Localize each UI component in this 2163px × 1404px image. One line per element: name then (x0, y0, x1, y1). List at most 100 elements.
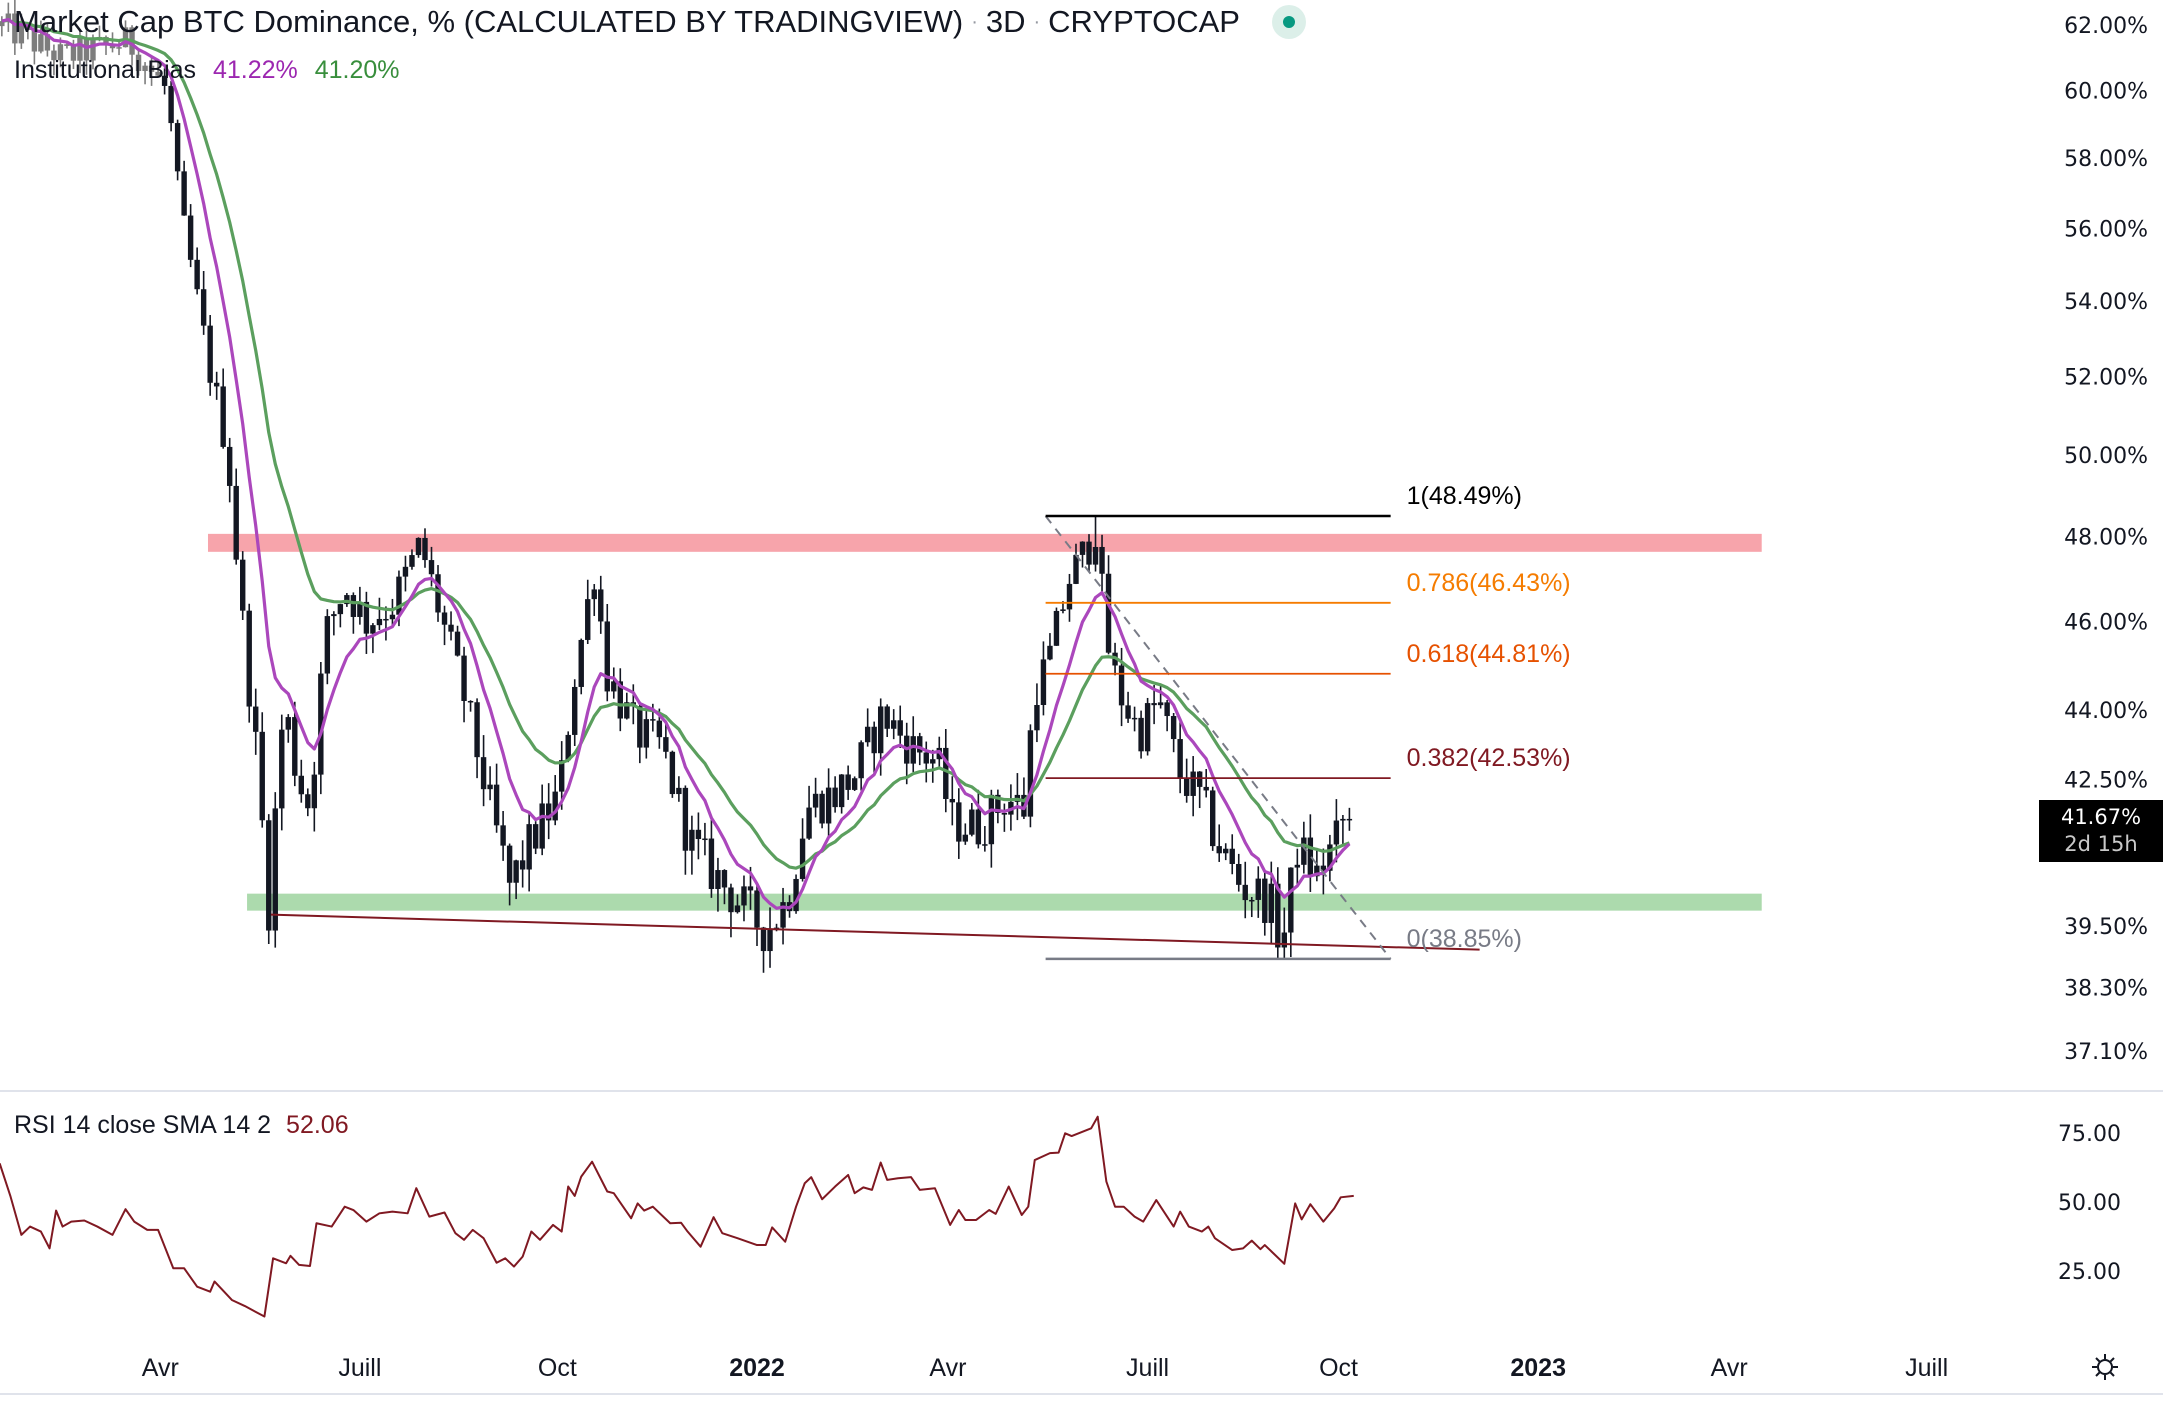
candle (266, 814, 272, 944)
candle-body (624, 702, 630, 719)
candle (493, 763, 500, 833)
candle-body (643, 719, 650, 748)
candle-body (806, 807, 812, 839)
candle (213, 371, 220, 400)
time-axis[interactable]: Avr Juill Oct 2022 Avr Juill Oct 2023 Avr Juill (142, 1354, 1948, 1382)
candle-body (812, 793, 819, 808)
candle-body (1183, 778, 1190, 796)
candle (591, 584, 597, 616)
candle-body (1060, 609, 1066, 611)
candle-body (506, 845, 513, 883)
candle-body (500, 825, 506, 846)
resistance-zone (207, 533, 1762, 552)
candle-body (311, 774, 318, 809)
candle-body (357, 601, 363, 617)
rsi-axis[interactable]: 75.00 50.00 25.00 (2058, 1122, 2121, 1285)
fib-trend-dashed-line[interactable] (1044, 515, 1392, 960)
candle-body (1047, 645, 1053, 660)
candle-body (12, 13, 18, 44)
time-tick-label: Oct (538, 1354, 577, 1382)
fib-level-label: 0.786(46.43%) (1407, 569, 1571, 597)
candle (1242, 861, 1248, 919)
candle-body (1229, 848, 1235, 864)
market-status-icon[interactable] (1271, 5, 1306, 39)
candle-body (1073, 554, 1079, 584)
candle-body (240, 559, 246, 611)
candle-body (0, 21, 5, 27)
candle-body (1346, 818, 1353, 821)
candle-body (669, 751, 676, 795)
candle-body (695, 829, 702, 840)
candle (1190, 756, 1196, 817)
candle (1340, 814, 1346, 845)
drawings-layer[interactable]: 1(48.49%) 0.786(46.43%) 0.618(44.81%) 0.382… (270, 482, 1571, 961)
settings-gear-icon[interactable] (2090, 1352, 2120, 1382)
candle (1216, 824, 1222, 862)
candle-body (1138, 717, 1144, 752)
rsi-legend[interactable]: RSI 14 close SMA 14 2 52.06 (14, 1111, 349, 1140)
symbol-title[interactable]: Market Cap BTC Dominance, % (CALCULATED … (14, 4, 964, 39)
indicator-name[interactable]: Institutional Bias (14, 56, 197, 84)
candle (415, 537, 422, 558)
candle (148, 56, 155, 86)
candle (715, 857, 721, 912)
candle (31, 26, 38, 65)
candle (253, 688, 259, 755)
exchange-label[interactable]: CRYPTOCAP (1048, 4, 1240, 39)
candle-body (910, 736, 916, 764)
candle-body (272, 808, 278, 931)
candle-body (474, 702, 480, 758)
indicator-legend[interactable]: Institutional Bias 41.22% 41.20% (14, 56, 410, 85)
candle (956, 788, 962, 859)
candle (285, 714, 291, 743)
candle-body (1027, 730, 1034, 817)
candle-body (617, 681, 623, 719)
rsi-value: 52.06 (286, 1111, 349, 1139)
price-tick-label: 54.00% (2064, 290, 2148, 315)
candle-body (949, 798, 955, 803)
candle (1164, 699, 1170, 732)
candle (975, 789, 982, 849)
candle-body (585, 599, 591, 640)
candle (799, 818, 806, 882)
candle-body (721, 870, 728, 888)
candle (1203, 768, 1209, 798)
candle (220, 368, 226, 449)
price-axis[interactable]: 62.00% 60.00% 58.00% 56.00% 54.00% 52.00% 50.0… (2064, 14, 2148, 1065)
rsi-line (0, 1115, 1354, 1318)
candle (676, 776, 682, 802)
candle-body (246, 610, 252, 707)
candle (851, 776, 858, 791)
candle-body (1079, 541, 1086, 555)
candle (1333, 799, 1340, 863)
candle-body (637, 706, 643, 748)
candle-body (70, 45, 77, 61)
candle-body (591, 589, 597, 600)
support-zone (247, 893, 1762, 911)
bar-countdown: 2d 15h (2064, 832, 2138, 856)
trendline[interactable] (270, 913, 1480, 951)
candle-body (344, 595, 350, 605)
candle (51, 44, 57, 76)
ema-fast-line (1, 17, 1351, 910)
last-price: 41.67% (2060, 805, 2142, 829)
candle (240, 551, 246, 620)
candle-body (650, 719, 656, 721)
candle-body (1301, 837, 1307, 865)
candle-body (187, 215, 194, 260)
rsi-name[interactable]: RSI 14 close SMA 14 2 (14, 1111, 272, 1139)
candle-body (168, 85, 174, 124)
candle-body (135, 54, 142, 72)
candle (1131, 706, 1138, 732)
interval-label[interactable]: 3D (985, 4, 1026, 39)
candles-layer (0, 0, 1353, 973)
candle (871, 721, 877, 775)
candle (806, 785, 812, 840)
candle (1262, 871, 1268, 936)
candle (311, 761, 318, 832)
candle (858, 740, 864, 791)
candle-body (422, 537, 428, 561)
candle (1281, 907, 1288, 959)
chart-legend-title[interactable]: Market Cap BTC Dominance, % (CALCULATED … (14, 4, 1306, 40)
